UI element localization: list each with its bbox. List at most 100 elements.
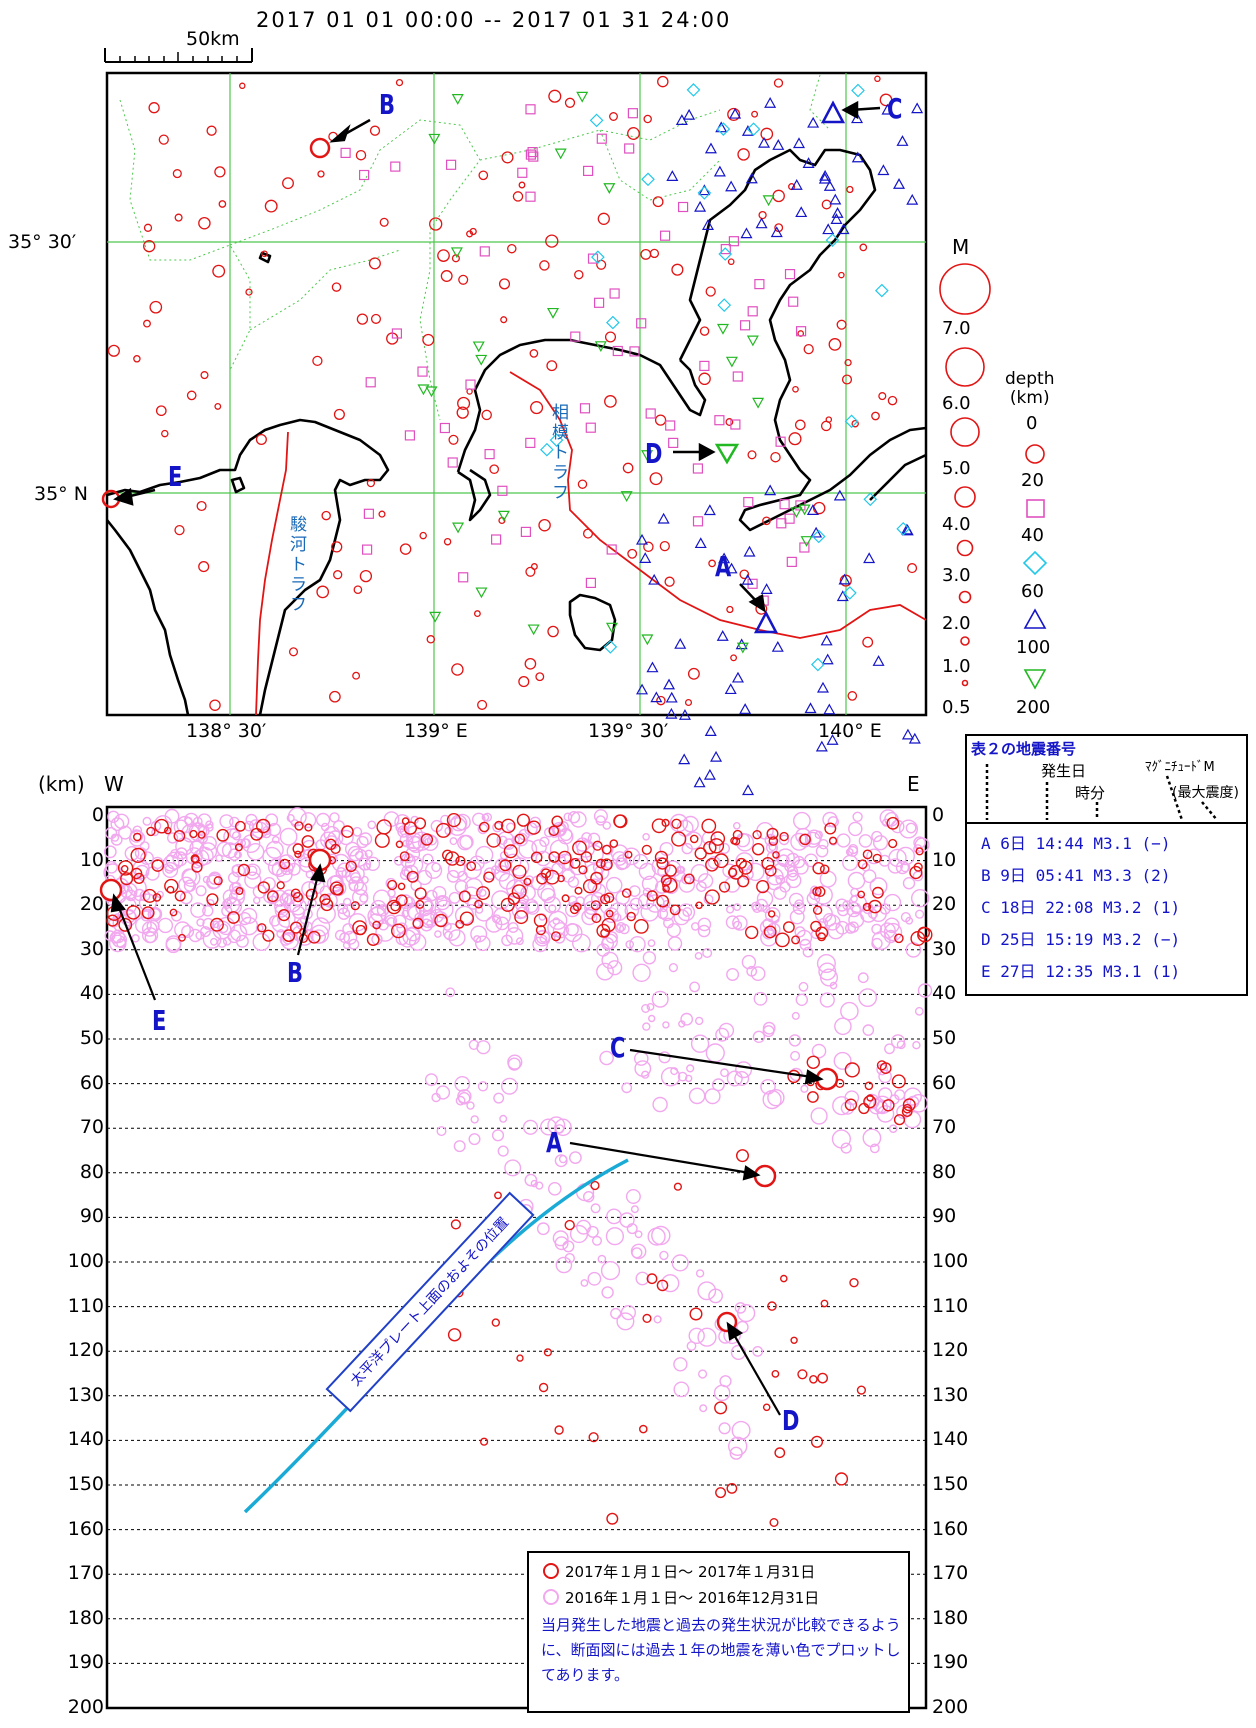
past-event xyxy=(524,899,539,914)
past-event xyxy=(191,856,203,869)
current-event xyxy=(642,1313,652,1324)
current-event xyxy=(304,823,313,832)
current-event xyxy=(714,1401,728,1415)
past-event xyxy=(269,915,281,927)
depth-tick-r: 200 xyxy=(932,1696,969,1718)
current-event xyxy=(390,923,406,939)
map-event-shallow xyxy=(539,260,550,271)
table-row-D: D 25日 15:19 M3.2 (−) xyxy=(981,930,1181,949)
depth-tick-r: 120 xyxy=(932,1339,969,1362)
past-event xyxy=(174,921,191,939)
current-event xyxy=(664,864,677,877)
current-event xyxy=(708,838,725,854)
map-event-shallow xyxy=(564,97,576,108)
past-event xyxy=(334,929,346,941)
sagami-trough-label: 相模トラフ xyxy=(552,403,569,503)
past-event xyxy=(311,917,331,937)
depth-tick-l: 200 xyxy=(67,1696,104,1718)
past-event xyxy=(583,1190,595,1203)
map-event-depth40 xyxy=(439,422,450,434)
current-event xyxy=(771,1370,780,1378)
current-event xyxy=(538,1382,549,1393)
current-event xyxy=(902,1098,916,1112)
map-event-depth60 xyxy=(896,521,911,536)
past-event xyxy=(688,1087,706,1105)
map-event-shallow xyxy=(355,149,367,161)
past-event xyxy=(680,1012,694,1026)
map-event-shallow xyxy=(333,408,345,420)
current-event xyxy=(126,905,141,920)
magnitude-legend-symbols xyxy=(939,263,991,687)
current-event xyxy=(863,1095,877,1109)
past-event xyxy=(554,854,566,866)
current-event xyxy=(257,923,267,933)
map-event-shallow xyxy=(353,585,363,595)
depth-value-0: 0 xyxy=(1026,413,1038,434)
map-event-shallow xyxy=(457,396,471,410)
past-event xyxy=(385,877,397,889)
current-event xyxy=(732,829,743,840)
past-event xyxy=(615,924,625,934)
current-event xyxy=(683,873,695,885)
current-event xyxy=(609,839,619,848)
past-event xyxy=(732,915,748,931)
past-event xyxy=(752,1346,764,1357)
past-event xyxy=(552,922,570,939)
past-event xyxy=(271,913,290,933)
past-event xyxy=(864,1093,880,1110)
map-event-depth100 xyxy=(716,630,729,641)
current-event xyxy=(277,908,291,922)
past-event xyxy=(507,1054,523,1070)
current-event xyxy=(862,902,872,912)
map-event-shallow xyxy=(820,420,832,432)
current-event xyxy=(503,844,518,859)
map-event-depth200 xyxy=(594,341,607,353)
map-event-shallow xyxy=(705,286,716,297)
past-event xyxy=(196,918,205,927)
current-event xyxy=(703,841,717,855)
past-event xyxy=(641,1004,651,1014)
section-marker-E: E xyxy=(152,1004,167,1037)
map-event-depth60 xyxy=(843,586,857,600)
past-event xyxy=(652,1096,668,1113)
past-event xyxy=(567,811,581,824)
map-event-shallow xyxy=(862,636,874,648)
current-event xyxy=(130,867,143,880)
map-event-depth40 xyxy=(609,288,620,299)
map-grid xyxy=(107,73,926,715)
past-event xyxy=(632,963,651,982)
past-event xyxy=(301,881,317,897)
map-event-depth100 xyxy=(741,573,754,585)
past-event xyxy=(759,919,777,936)
current-event xyxy=(533,913,548,928)
past-event xyxy=(602,821,612,830)
map-event-shallow xyxy=(158,134,169,145)
current-event xyxy=(588,1432,599,1443)
map-event-shallow xyxy=(331,282,342,292)
past-event xyxy=(497,1145,509,1157)
past-event xyxy=(471,812,486,827)
section-west-label: W xyxy=(104,772,124,796)
current-event xyxy=(551,931,562,942)
map-event-shallow xyxy=(794,419,806,431)
past-event xyxy=(337,902,349,915)
map-event-depth100 xyxy=(908,732,921,744)
past-event xyxy=(434,899,454,919)
map-event-depth60 xyxy=(540,442,554,457)
current-event xyxy=(761,857,775,871)
past-event xyxy=(216,937,228,948)
map-event-shallow xyxy=(451,663,464,676)
map-event-depth200 xyxy=(641,634,654,646)
map-event-shallow xyxy=(366,478,376,488)
past-event xyxy=(435,1085,451,1100)
past-event xyxy=(329,812,340,823)
current-event xyxy=(595,858,606,869)
map-event-shallow xyxy=(604,331,617,343)
map-event-shallow xyxy=(622,462,634,474)
past-event xyxy=(110,817,125,831)
map-event-depth200 xyxy=(798,504,811,516)
current-event xyxy=(601,844,612,855)
current-event xyxy=(173,830,186,842)
map-event-depth40 xyxy=(784,269,796,280)
map-event-depth100 xyxy=(703,768,716,780)
